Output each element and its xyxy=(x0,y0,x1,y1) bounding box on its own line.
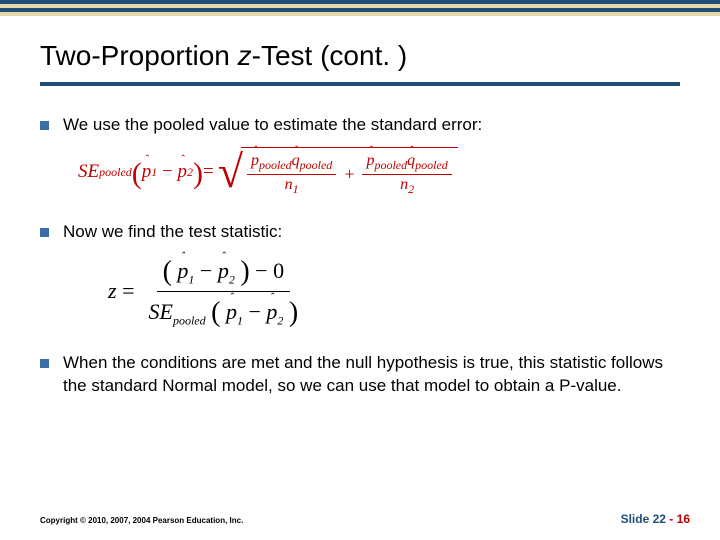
se-func-sub: pooled xyxy=(99,165,132,180)
bullet-1-text: We use the pooled value to estimate the … xyxy=(63,114,482,137)
lparen-icon: ( xyxy=(132,159,142,189)
radical-icon: √ xyxy=(218,151,243,201)
equals-1: = xyxy=(203,161,214,183)
bullet-3: When the conditions are met and the null… xyxy=(40,352,680,398)
title-text-ital: z xyxy=(238,40,252,71)
title-text-1: Two-Proportion xyxy=(40,40,238,71)
top-stripe xyxy=(0,0,720,16)
p1-sub: 1 xyxy=(151,165,157,180)
slide-number: Slide 22 - 16 xyxy=(621,512,690,526)
bullet-square-icon xyxy=(40,228,49,237)
frac-2: ˆppooledˆqpooled n2 xyxy=(362,152,451,197)
bullet-3-text: When the conditions are met and the null… xyxy=(63,352,680,398)
sqrt: √ ˆppooledˆqpooled n1 + ˆppooledˆqpooled… xyxy=(218,147,458,197)
copyright-text: Copyright © 2010, 2007, 2004 Pearson Edu… xyxy=(40,516,243,525)
slide-page: 16 xyxy=(677,512,690,526)
z-formula: z = ( ˆp1 − ˆp2 ) − 0 SEpooled ( ˆp1 − xyxy=(78,254,680,328)
slide-title: Two-Proportion z-Test (cont. ) xyxy=(40,40,680,72)
p1-hat: ˆp xyxy=(142,161,152,183)
bullet-1: We use the pooled value to estimate the … xyxy=(40,114,680,137)
slide-label: Slide xyxy=(621,512,650,526)
minus-1: − xyxy=(162,161,173,183)
equals-2: = xyxy=(122,278,134,304)
slide-content: Two-Proportion z-Test (cont. ) We use th… xyxy=(40,40,680,408)
z-frac: ( ˆp1 − ˆp2 ) − 0 SEpooled ( ˆp1 − ˆp2 ) xyxy=(142,254,304,328)
se-lhs: SEpooled ( ˆp1 − ˆp2 ) = xyxy=(78,157,214,187)
slide-chapter: 22 xyxy=(653,512,666,526)
stripe-tan-2 xyxy=(0,12,720,16)
bullet-square-icon xyxy=(40,359,49,368)
slide-dash: - xyxy=(666,512,677,526)
slide-footer: Copyright © 2010, 2007, 2004 Pearson Edu… xyxy=(40,512,690,526)
bullet-2-text: Now we find the test statistic: xyxy=(63,221,282,244)
z-sym: z xyxy=(108,278,117,304)
title-text-2: -Test (cont. ) xyxy=(252,40,408,71)
se-func: SE xyxy=(78,161,99,183)
p2-hat: ˆp xyxy=(178,161,188,183)
frac-1: ˆppooledˆqpooled n1 xyxy=(247,152,336,197)
bullet-square-icon xyxy=(40,121,49,130)
rparen-icon: ) xyxy=(193,159,203,189)
sqrt-body: ˆppooledˆqpooled n1 + ˆppooledˆqpooled n… xyxy=(241,147,458,197)
title-underline xyxy=(40,82,680,86)
se-formula: SEpooled ( ˆp1 − ˆp2 ) = √ ˆppooledˆqpoo… xyxy=(78,147,680,197)
bullet-2: Now we find the test statistic: xyxy=(40,221,680,244)
plus-1: + xyxy=(344,164,354,185)
